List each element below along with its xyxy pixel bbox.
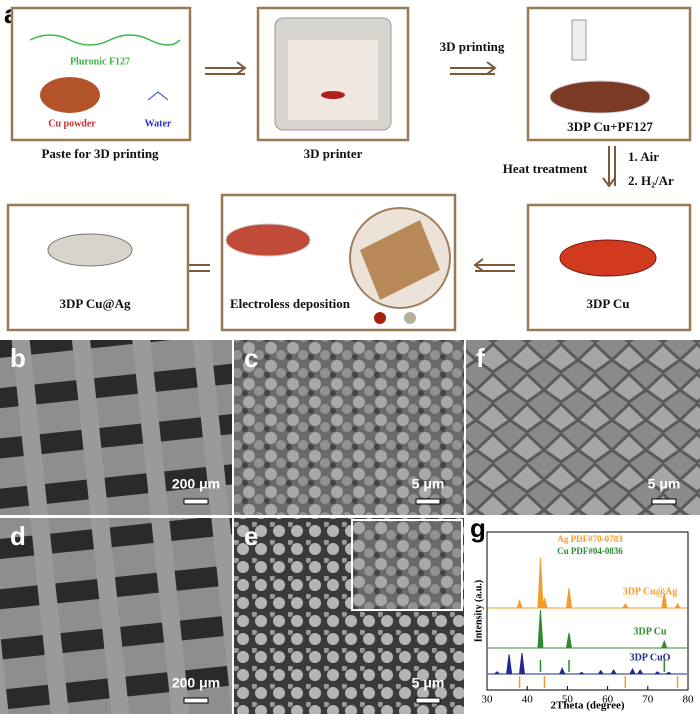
- arrow-label: 3D printing: [440, 39, 505, 54]
- printed-lattice: [549, 80, 651, 114]
- x-tick-label: 70: [642, 694, 654, 706]
- ag-atom: [404, 312, 416, 324]
- arrow: [450, 61, 497, 75]
- caption: 3D printer: [304, 146, 363, 161]
- peak: [541, 597, 548, 609]
- scale-bar: [415, 697, 441, 704]
- cu-powder: [40, 77, 100, 113]
- heat-step: 1. Air: [628, 149, 659, 164]
- atom-lattice: [360, 220, 440, 300]
- polymer-label: Pluronic F127: [70, 56, 130, 67]
- x-tick-label: 60: [602, 694, 614, 706]
- arrow: [473, 258, 515, 272]
- scale-bar: [183, 697, 209, 704]
- scale-bar-label: 200 μm: [172, 476, 220, 492]
- water-label: Water: [145, 118, 172, 129]
- panel-a: a Pluronic F127 Cu powder Water Paste fo…: [4, 0, 692, 332]
- panel-label: e: [244, 521, 258, 551]
- scale-bar: [651, 498, 677, 505]
- x-tick-label: 40: [522, 694, 534, 706]
- scale-bar-label: 5 μm: [648, 476, 681, 492]
- series-label: 3DP Cu: [633, 626, 667, 637]
- peak: [566, 587, 573, 609]
- panel-label: f: [476, 343, 485, 373]
- scale-bar-label: 200 μm: [172, 675, 220, 691]
- plot-frame: [486, 531, 689, 691]
- arrow: [205, 61, 247, 75]
- powder-label: Cu powder: [48, 118, 96, 129]
- peak: [654, 671, 661, 675]
- water-molecule: [147, 91, 169, 101]
- polymer-chain: [29, 34, 181, 46]
- series-label: 3DP Cu@Ag: [623, 586, 678, 597]
- heat-label: Heat treatment: [503, 161, 588, 176]
- x-tick-label: 80: [683, 694, 695, 706]
- peak: [516, 598, 523, 609]
- syringe: [571, 19, 587, 61]
- peak: [661, 639, 668, 649]
- caption: 3DP Cu: [587, 296, 630, 311]
- final-box: [6, 203, 190, 332]
- caption: 3DP Cu+PF127: [567, 119, 653, 134]
- scale-bar: [183, 498, 209, 505]
- sem-image: [0, 340, 232, 515]
- peak: [610, 669, 617, 675]
- cu-ag-lattice: [47, 233, 133, 267]
- peak: [506, 654, 513, 675]
- peak: [537, 557, 544, 609]
- peak: [629, 667, 636, 675]
- y-axis-label: Intensity (a.u.): [473, 580, 484, 643]
- peak: [494, 671, 500, 675]
- print-bed: [321, 91, 345, 99]
- peak: [637, 669, 644, 675]
- cu-lattice: [559, 239, 657, 277]
- panel-label: b: [10, 343, 26, 373]
- peak: [661, 592, 668, 609]
- peak: [559, 667, 566, 675]
- peak: [518, 652, 525, 675]
- panel-label: d: [10, 521, 26, 551]
- peak: [578, 671, 585, 675]
- xrd-panel: g 30 40 50 60 70 80 2Theta (degree) Intensity (a…: [466, 513, 700, 714]
- paste-box: [10, 6, 192, 142]
- series-label: 3DP CuO: [630, 652, 671, 663]
- scale-bar: [415, 498, 441, 505]
- scale-bar-label: 5 μm: [412, 476, 445, 492]
- cu-atom: [374, 312, 386, 324]
- peak: [597, 669, 604, 675]
- printed-box: [526, 6, 692, 142]
- sem-image: [0, 518, 232, 714]
- peak: [537, 609, 544, 649]
- x-tick-label: 50: [562, 694, 574, 706]
- legend-entry: Ag PDF#70-0783: [557, 534, 623, 544]
- caption: 3DP Cu@Ag: [60, 296, 131, 311]
- caption: Electroless deposition: [230, 296, 351, 311]
- scale-bar-label: 5 μm: [412, 675, 445, 691]
- legend-entry: Cu PDF#04-0836: [557, 546, 623, 556]
- peak: [622, 603, 629, 609]
- panel-label: g: [470, 513, 486, 543]
- sem-image: [466, 340, 700, 515]
- caption: Paste for 3D printing: [41, 146, 159, 161]
- panel-label: c: [244, 343, 258, 373]
- heat-step: 2. H₂/Ar: [628, 173, 674, 188]
- printer-chamber: [288, 40, 378, 120]
- x-tick-label: 30: [482, 694, 494, 706]
- x-axis-label: 2Theta (degree): [550, 700, 624, 712]
- peak: [674, 603, 681, 609]
- inset-image: [351, 519, 463, 611]
- peak: [665, 671, 672, 675]
- panel-bg: [466, 518, 700, 714]
- arrow: [602, 146, 616, 188]
- lattice: [225, 223, 311, 257]
- peak: [566, 632, 573, 649]
- sem-panels: b 200 μm c 5 μm f 5 μm d 200 μm e 5 μm: [0, 340, 700, 714]
- sem-image: [234, 340, 464, 515]
